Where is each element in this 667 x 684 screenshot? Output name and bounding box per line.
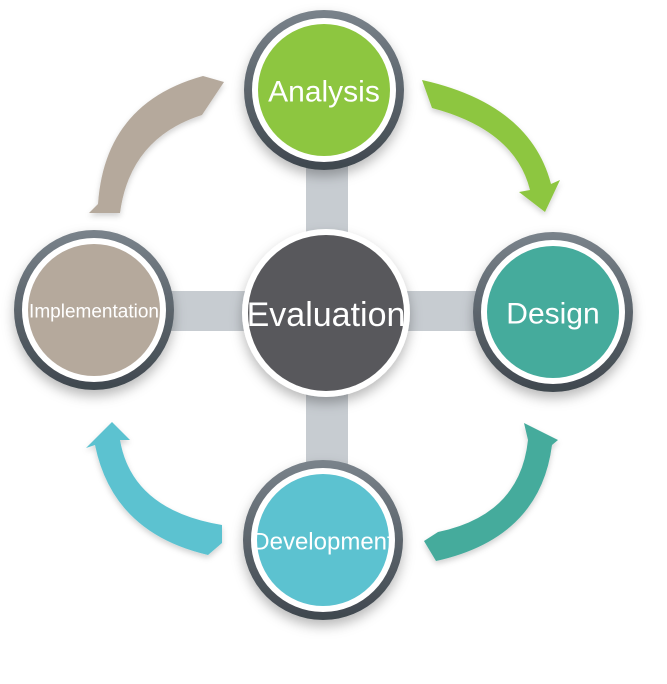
analysis-label: Analysis bbox=[268, 76, 380, 109]
arrow-design-to-development bbox=[424, 423, 558, 561]
implementation-label: Implementation bbox=[29, 302, 159, 323]
center-evaluation bbox=[242, 229, 410, 397]
phase-implementation bbox=[14, 230, 174, 390]
design-circle bbox=[487, 246, 619, 378]
phase-development bbox=[243, 460, 403, 620]
development-label: Development bbox=[252, 529, 394, 556]
phase-design bbox=[473, 232, 633, 392]
development-circle bbox=[257, 474, 389, 606]
evaluation-label: Evaluation bbox=[247, 296, 406, 334]
phase-analysis bbox=[244, 10, 404, 170]
evaluation-circle bbox=[248, 235, 404, 391]
arrow-analysis-to-design bbox=[422, 80, 560, 212]
arrow-development-to-implementation bbox=[86, 422, 222, 555]
analysis-circle bbox=[258, 24, 390, 156]
arrow-implementation-to-analysis bbox=[89, 76, 224, 213]
cycle-arrows bbox=[86, 76, 560, 561]
design-label: Design bbox=[506, 298, 599, 331]
implementation-circle bbox=[28, 244, 160, 376]
